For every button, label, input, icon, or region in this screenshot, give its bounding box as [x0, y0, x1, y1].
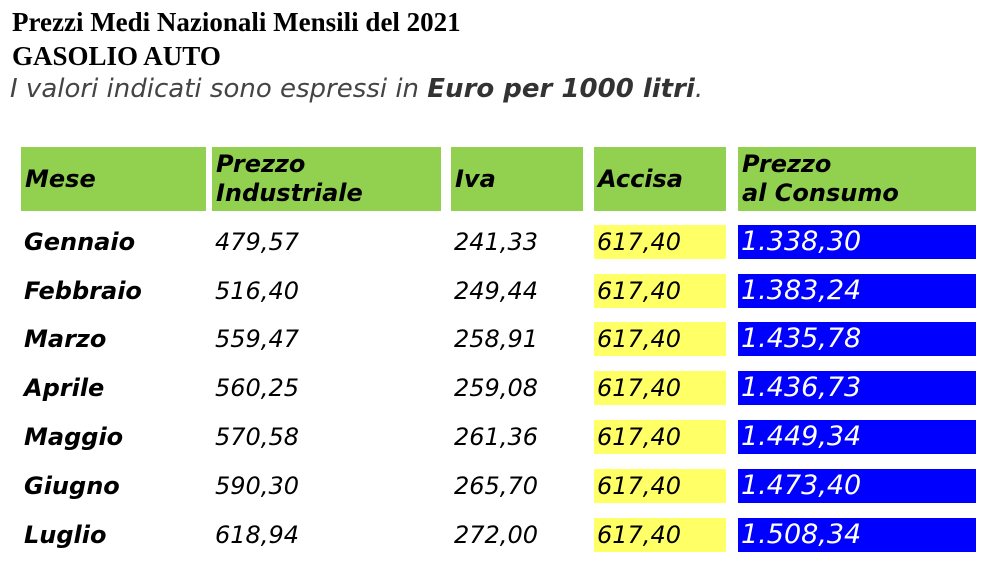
- cell-mese: Luglio: [24, 521, 107, 549]
- header-industriale-line2: Industriale: [216, 179, 363, 207]
- cell-prezzo-consumo: 1.436,73: [738, 371, 976, 405]
- cell-mese: Giugno: [24, 472, 120, 500]
- header-industriale-label: Prezzo Industriale: [216, 150, 363, 208]
- page-title: Prezzi Medi Nazionali Mensili del 2021: [12, 7, 461, 37]
- cell-iva: 259,08: [454, 374, 538, 402]
- header-industriale-line1: Prezzo: [216, 150, 306, 178]
- cell-mese: Gennaio: [24, 228, 136, 256]
- cell-mese: Aprile: [24, 374, 105, 402]
- table-row: Gennaio 479,57 241,33 617,40 1.338,30: [0, 225, 999, 271]
- header-prezzo-consumo: Prezzo al Consumo: [738, 147, 976, 211]
- units-note-suffix: .: [694, 74, 704, 104]
- cell-iva: 249,44: [454, 277, 538, 305]
- cell-accisa: 617,40: [594, 420, 726, 454]
- header-consumo-line2: al Consumo: [742, 179, 899, 207]
- header-iva: Iva: [451, 147, 583, 211]
- table-row: Giugno 590,30 265,70 617,40 1.473,40: [0, 469, 999, 515]
- header-accisa: Accisa: [594, 147, 726, 211]
- table-row: Maggio 570,58 261,36 617,40 1.449,34: [0, 420, 999, 466]
- cell-accisa: 617,40: [594, 274, 726, 308]
- table-row: Febbraio 516,40 249,44 617,40 1.383,24: [0, 274, 999, 320]
- units-note: I valori indicati sono espressi in Euro …: [10, 72, 703, 106]
- cell-prezzo-industriale: 516,40: [215, 277, 299, 305]
- page-subtitle: GASOLIO AUTO: [12, 41, 221, 71]
- units-note-prefix: I valori indicati sono espressi in: [10, 74, 428, 104]
- cell-prezzo-consumo: 1.435,78: [738, 322, 976, 356]
- cell-iva: 261,36: [454, 423, 538, 451]
- header-prezzo-industriale: Prezzo Industriale: [212, 147, 441, 211]
- cell-mese: Marzo: [24, 325, 107, 353]
- header-mese-label: Mese: [25, 164, 96, 193]
- header-accisa-label: Accisa: [598, 164, 683, 193]
- cell-mese: Febbraio: [24, 277, 142, 305]
- cell-prezzo-consumo: 1.449,34: [738, 420, 976, 454]
- cell-prezzo-industriale: 570,58: [215, 423, 299, 451]
- header-consumo-label: Prezzo al Consumo: [742, 150, 899, 208]
- cell-iva: 258,91: [454, 325, 538, 353]
- cell-prezzo-industriale: 618,94: [215, 521, 299, 549]
- cell-iva: 272,00: [454, 521, 538, 549]
- units-note-bold: Euro per 1000 litri: [427, 74, 695, 104]
- cell-prezzo-consumo: 1.383,24: [738, 274, 976, 308]
- cell-accisa: 617,40: [594, 371, 726, 405]
- cell-accisa: 617,40: [594, 518, 726, 552]
- cell-iva: 241,33: [454, 228, 538, 256]
- cell-prezzo-consumo: 1.473,40: [738, 469, 976, 503]
- table-row: Aprile 560,25 259,08 617,40 1.436,73: [0, 371, 999, 417]
- header-mese: Mese: [21, 147, 206, 211]
- cell-accisa: 617,40: [594, 322, 726, 356]
- cell-prezzo-consumo: 1.508,34: [738, 518, 976, 552]
- cell-accisa: 617,40: [594, 469, 726, 503]
- cell-accisa: 617,40: [594, 225, 726, 259]
- cell-prezzo-industriale: 590,30: [215, 472, 299, 500]
- table-row: Marzo 559,47 258,91 617,40 1.435,78: [0, 322, 999, 368]
- cell-mese: Maggio: [24, 423, 124, 451]
- cell-prezzo-industriale: 559,47: [215, 325, 299, 353]
- table-row: Luglio 618,94 272,00 617,40 1.508,34: [0, 518, 999, 564]
- header-consumo-line1: Prezzo: [742, 150, 832, 178]
- cell-prezzo-consumo: 1.338,30: [738, 225, 976, 259]
- cell-prezzo-industriale: 479,57: [215, 228, 299, 256]
- cell-iva: 265,70: [454, 472, 538, 500]
- header-iva-label: Iva: [455, 164, 496, 193]
- cell-prezzo-industriale: 560,25: [215, 374, 299, 402]
